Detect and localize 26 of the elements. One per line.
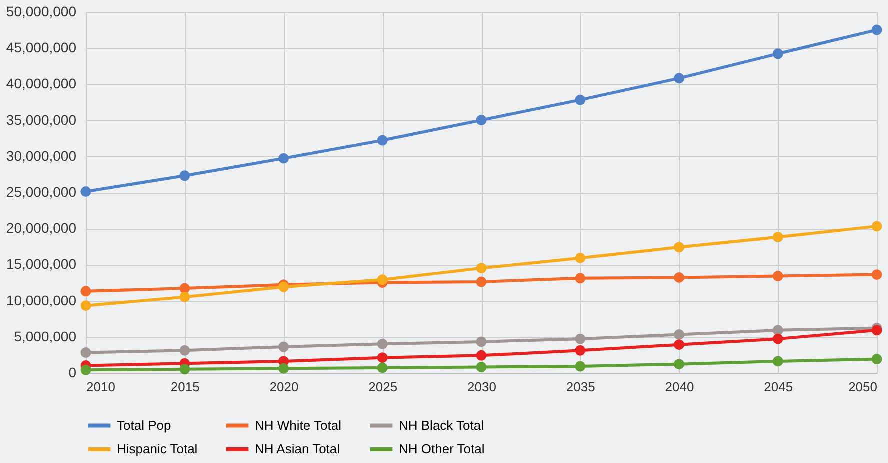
x-tick-label: 2045: [764, 380, 794, 394]
y-tick-label: 0: [68, 364, 77, 380]
y-tick-label: 50,000,000: [6, 4, 77, 20]
x-tick-label: 2020: [270, 380, 299, 394]
y-tick-label: 5,000,000: [14, 328, 77, 344]
y-tick-label: 10,000,000: [6, 292, 77, 308]
x-tick-label: 2015: [170, 380, 200, 394]
legend-label: NH Other Total: [399, 442, 485, 456]
x-tick-label: 2040: [665, 380, 694, 394]
legend-label: Hispanic Total: [117, 442, 198, 456]
x-tick-label: 2030: [468, 380, 496, 394]
y-tick-label: 20,000,000: [6, 220, 77, 236]
x-tick-label: 2035: [566, 380, 596, 394]
legend-label: Total Pop: [117, 418, 172, 433]
y-tick-label: 25,000,000: [6, 184, 77, 200]
x-tick-label: 2050: [848, 380, 878, 394]
y-tick-label: 15,000,000: [6, 256, 77, 272]
x-tick-label: 2025: [368, 380, 398, 394]
x-tick-label: 2010: [86, 380, 116, 394]
y-tick-label: 30,000,000: [6, 148, 77, 164]
y-tick-label: 45,000,000: [6, 40, 77, 56]
legend-label: NH Asian Total: [255, 442, 340, 456]
y-tick-label: 40,000,000: [6, 76, 77, 92]
y-tick-label: 35,000,000: [6, 112, 77, 128]
legend-label: NH White Total: [255, 418, 342, 433]
legend-label: NH Black Total: [399, 418, 484, 433]
